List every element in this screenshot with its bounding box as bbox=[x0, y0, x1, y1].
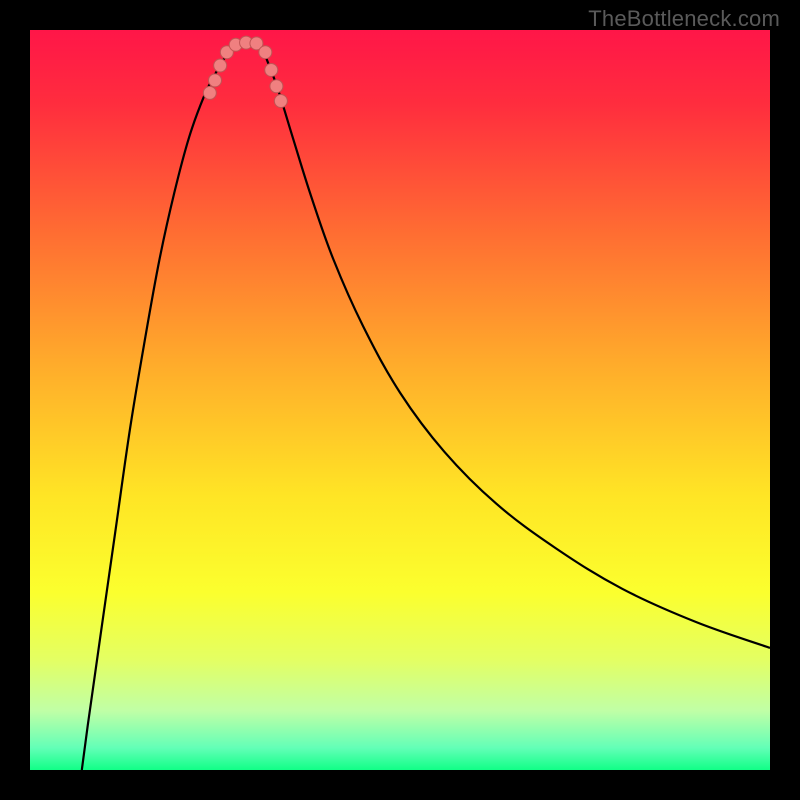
marker-layer bbox=[30, 30, 770, 770]
data-marker bbox=[203, 86, 216, 99]
plot-area bbox=[30, 30, 770, 770]
data-marker bbox=[214, 59, 227, 72]
chart-frame: TheBottleneck.com bbox=[0, 0, 800, 800]
data-marker bbox=[265, 63, 278, 76]
data-marker bbox=[274, 95, 287, 108]
watermark-text: TheBottleneck.com bbox=[588, 6, 780, 32]
data-marker bbox=[270, 80, 283, 93]
data-marker bbox=[209, 74, 222, 87]
data-marker bbox=[259, 46, 272, 59]
